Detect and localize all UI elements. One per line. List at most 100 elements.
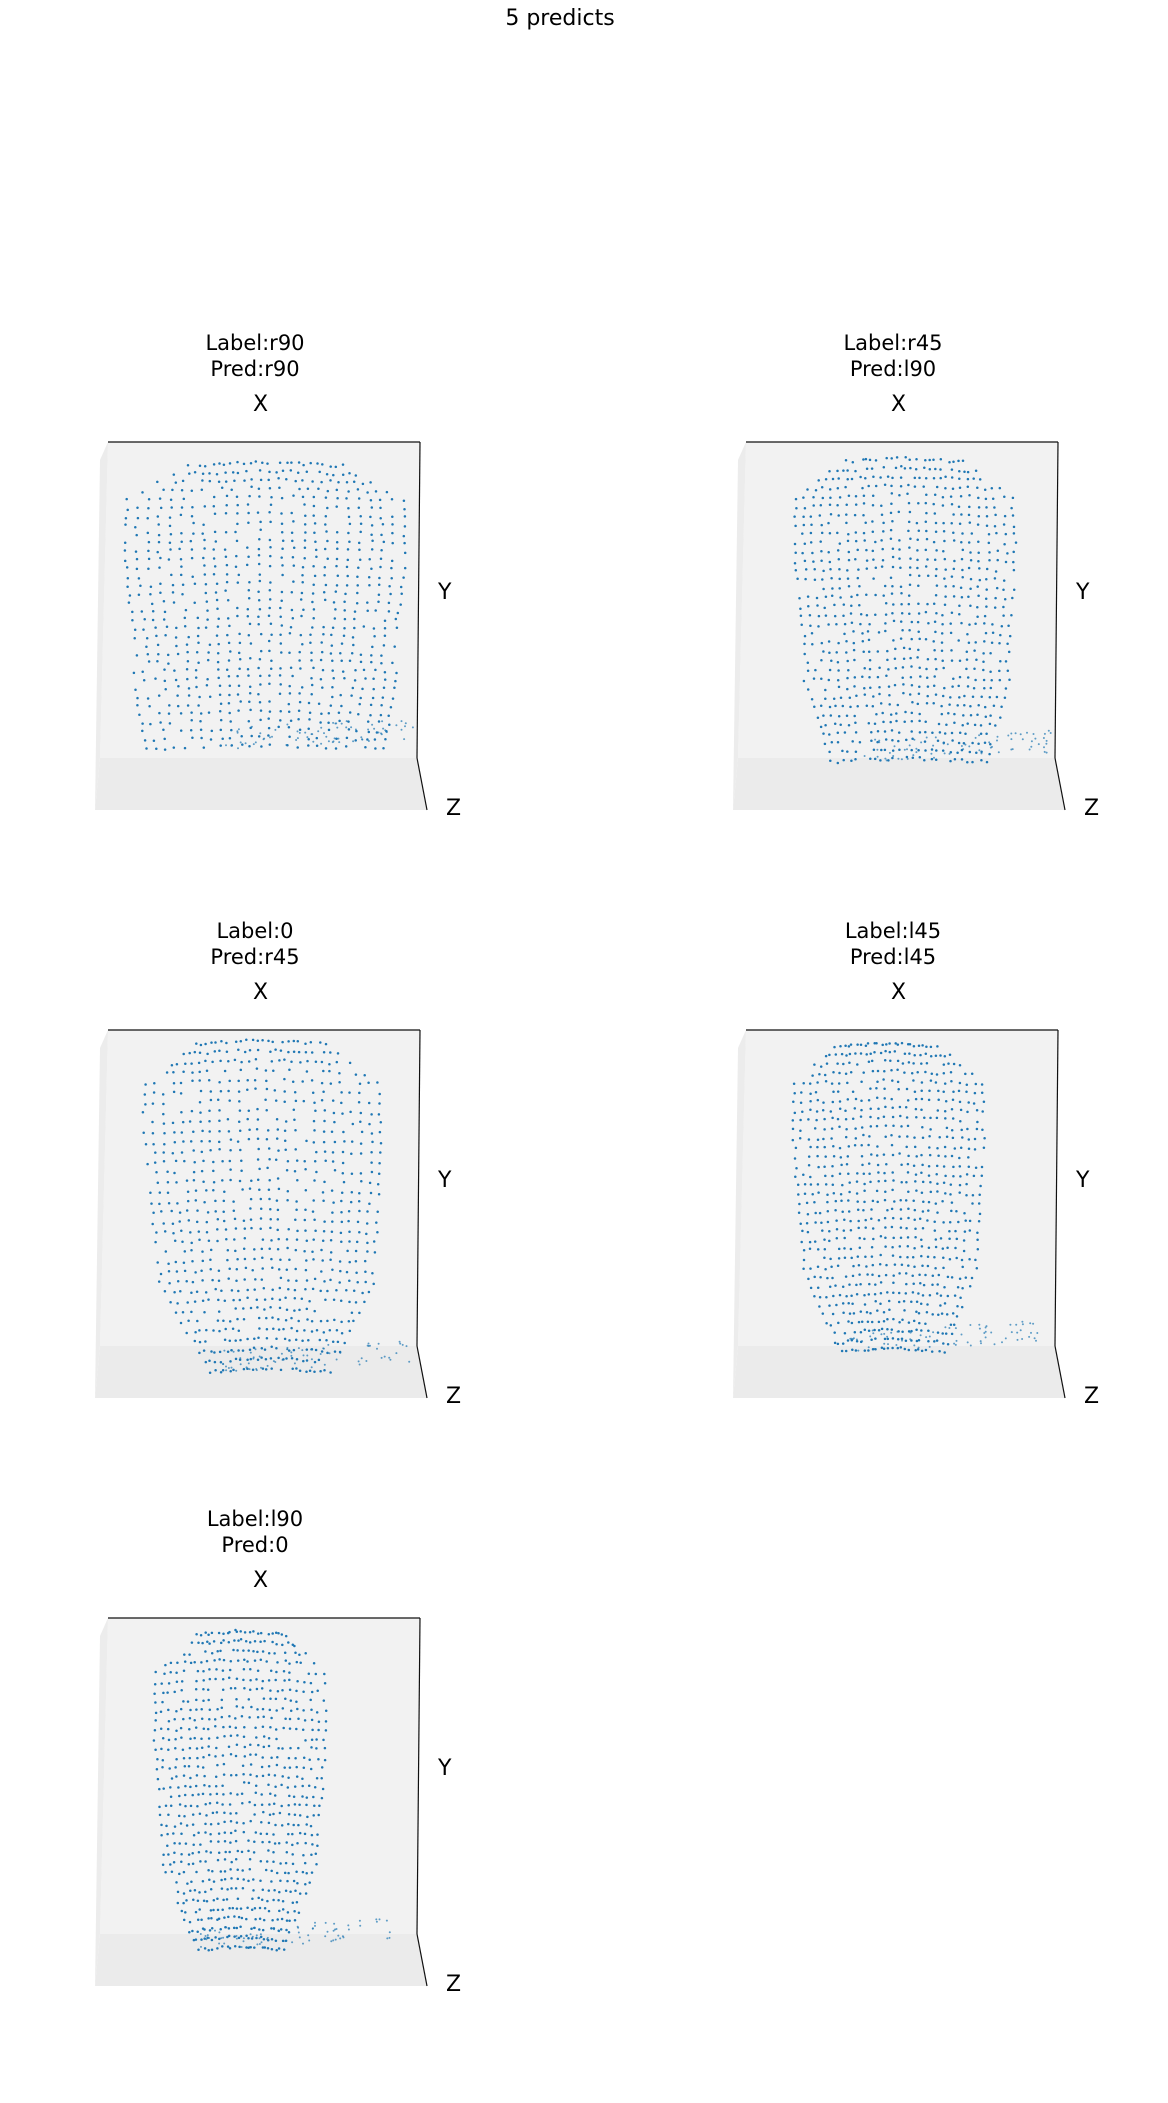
data-point	[305, 1307, 309, 1311]
data-point	[883, 1069, 886, 1073]
data-point	[836, 469, 839, 473]
data-point	[959, 1108, 963, 1112]
data-point	[390, 498, 394, 501]
z-axis-label: Z	[1084, 1384, 1100, 1409]
data-point	[181, 1240, 184, 1243]
data-point	[973, 1148, 977, 1151]
data-point	[268, 1157, 271, 1161]
data-point	[242, 1937, 245, 1940]
data-point	[846, 469, 849, 472]
data-point	[211, 1278, 214, 1282]
data-point	[928, 1153, 932, 1157]
data-point	[899, 637, 903, 640]
data-point	[336, 1340, 340, 1344]
data-point	[871, 1329, 874, 1332]
data-point	[230, 1289, 234, 1292]
data-point	[946, 743, 949, 746]
data-point	[205, 1069, 209, 1072]
data-point	[329, 465, 332, 468]
data-point	[229, 1831, 233, 1835]
data-point	[212, 1189, 215, 1192]
data-point	[209, 1258, 212, 1261]
data-point	[914, 1349, 917, 1352]
data-point	[960, 758, 964, 761]
data-point	[968, 494, 971, 497]
data-point	[327, 740, 330, 743]
data-point	[834, 704, 837, 708]
data-point	[289, 625, 293, 629]
data-point	[984, 1330, 987, 1333]
data-point	[243, 1631, 247, 1634]
data-point	[910, 620, 914, 624]
data-point	[276, 1218, 280, 1221]
right-edge	[1054, 441, 1059, 759]
data-point	[328, 1063, 331, 1066]
data-point	[870, 1153, 873, 1156]
data-point	[828, 1229, 831, 1233]
data-point	[958, 1063, 962, 1067]
data-point	[823, 1073, 827, 1077]
data-point	[290, 511, 293, 515]
data-point	[182, 1261, 186, 1264]
data-point	[880, 565, 884, 568]
data-point	[968, 1219, 972, 1223]
data-point	[169, 532, 173, 536]
data-point	[136, 703, 139, 707]
data-point	[307, 738, 310, 741]
data-point	[283, 1337, 287, 1341]
data-point	[383, 678, 387, 681]
data-point	[809, 515, 813, 518]
data-point	[284, 1296, 287, 1299]
data-point	[275, 1337, 278, 1341]
data-point	[233, 1058, 237, 1062]
data-point	[951, 739, 954, 742]
data-point	[802, 679, 806, 683]
data-point	[342, 634, 346, 637]
data-point	[976, 1231, 979, 1235]
data-point	[242, 1307, 245, 1310]
data-point	[310, 1366, 313, 1369]
data-point	[221, 1908, 224, 1912]
data-point	[908, 566, 912, 569]
data-point	[217, 1851, 221, 1855]
data-point	[840, 1163, 843, 1167]
data-point	[1043, 750, 1046, 753]
data-point	[194, 1687, 198, 1691]
data-point	[816, 604, 819, 607]
data-point	[851, 1274, 855, 1278]
data-point	[866, 1042, 870, 1045]
data-point	[168, 524, 172, 528]
data-point	[206, 1727, 210, 1731]
data-point	[193, 1719, 196, 1722]
data-point	[262, 1745, 266, 1749]
data-point	[323, 1758, 327, 1762]
data-point	[310, 1051, 314, 1054]
data-point	[857, 1320, 861, 1324]
data-point	[248, 1187, 252, 1190]
data-point	[1003, 495, 1006, 498]
data-point	[161, 1093, 165, 1096]
data-point	[184, 1911, 187, 1914]
data-point	[811, 551, 814, 555]
data-point	[380, 549, 383, 552]
data-point	[341, 1150, 345, 1154]
data-point	[971, 1202, 974, 1205]
data-point	[920, 1062, 923, 1065]
data-point	[314, 1921, 316, 1924]
data-point	[176, 694, 179, 697]
data-point	[924, 565, 928, 568]
data-point	[807, 1155, 811, 1158]
data-point	[310, 683, 314, 687]
data-point	[828, 503, 832, 506]
data-point	[229, 1370, 232, 1373]
data-point	[906, 1236, 910, 1239]
data-point	[339, 1351, 342, 1354]
data-point	[268, 564, 272, 568]
data-point	[315, 744, 319, 747]
data-point	[349, 1200, 353, 1204]
data-point	[949, 495, 953, 498]
data-point	[254, 1831, 258, 1834]
data-point	[391, 661, 394, 665]
data-point	[201, 1766, 205, 1769]
data-point	[366, 1241, 369, 1245]
